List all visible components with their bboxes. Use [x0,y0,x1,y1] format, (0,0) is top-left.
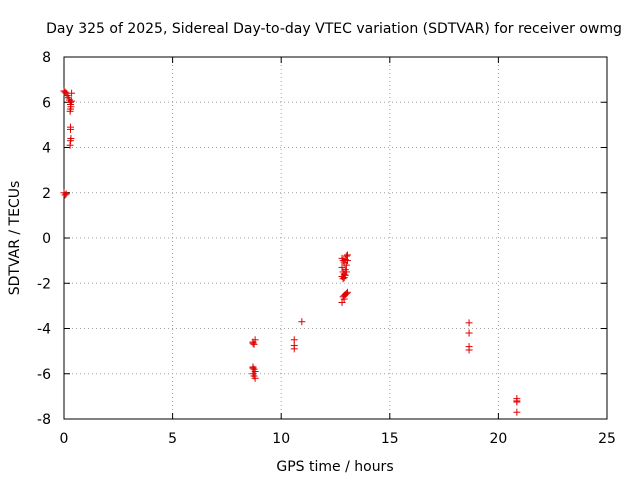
data-point [342,268,350,276]
data-point [61,191,69,199]
data-point [465,319,473,327]
data-point [251,374,259,382]
y-tick-label: 0 [42,231,51,247]
data-point [62,190,70,198]
data-point [513,408,521,416]
y-tick-label: -4 [37,322,51,338]
data-point [338,298,346,306]
plot-frame [63,56,608,420]
y-tick-label: 8 [42,50,51,66]
x-tick-label: 15 [381,431,399,447]
x-tick-label: 10 [272,431,290,447]
data-point [67,125,75,133]
grid-layer [64,57,607,419]
data-point [342,261,350,269]
x-tick-label: 5 [168,431,177,447]
data-point [343,288,351,296]
data-point [298,318,306,326]
x-tick-label: 0 [60,431,69,447]
y-tick-label: -6 [37,367,51,383]
x-tick-label: 20 [489,431,507,447]
data-point [67,103,75,111]
x-tick-label: 25 [598,431,616,447]
y-tick-label: -8 [37,412,51,428]
data-point [249,339,257,347]
y-tick-label: -2 [37,276,51,292]
data-point [342,252,350,260]
data-point [250,340,258,348]
y-axis-label: SDTVAR / TECUs [7,181,23,296]
data-point [249,364,257,372]
data-point [68,97,76,105]
y-tick-label: 4 [42,141,51,157]
y-tick-label: 6 [42,95,51,111]
data-point [343,257,351,265]
data-point [68,89,76,97]
data-point [341,271,349,279]
data-point [66,141,74,149]
data-point [465,329,473,337]
data-point [66,107,74,115]
data-point [465,346,473,354]
x-axis-label: GPS time / hours [276,459,393,475]
chart-title: Day 325 of 2025, Sidereal Day-to-day VTE… [46,21,622,37]
data-points [60,87,521,416]
tick-layer: 0 5 10 15 20 25 -8 -6 -4 -2 0 2 4 6 8 [37,50,616,447]
data-point [290,345,298,353]
data-point [513,398,521,406]
data-point [340,292,348,300]
y-tick-label: 2 [42,186,51,202]
